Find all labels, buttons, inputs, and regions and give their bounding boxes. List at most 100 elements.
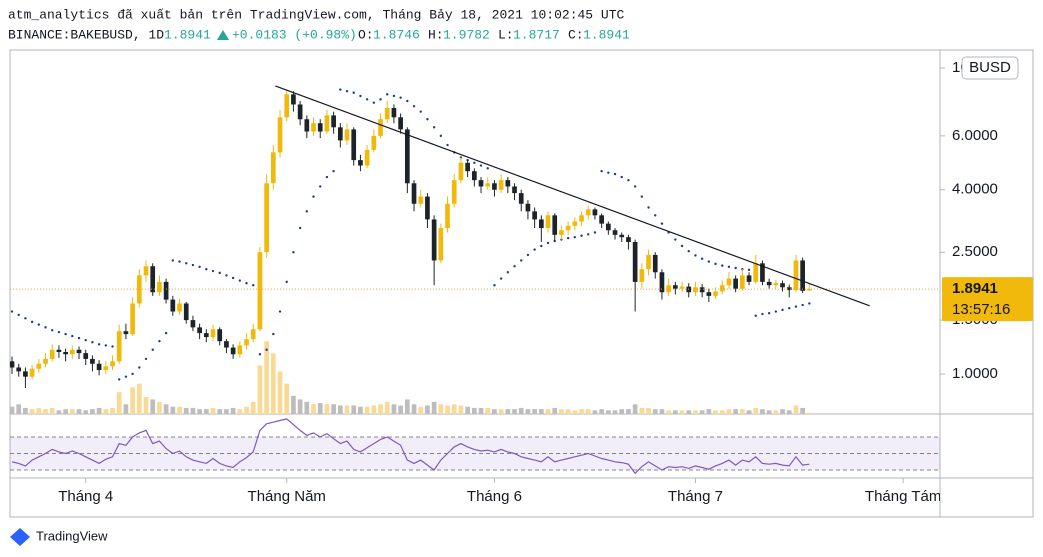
sar-dot — [573, 235, 577, 239]
candle-body — [538, 219, 544, 228]
candle-body — [351, 129, 357, 161]
volume-bar — [498, 409, 504, 414]
sar-dot — [486, 167, 489, 170]
sar-dot — [767, 311, 771, 315]
rsi-band-fill — [10, 437, 940, 470]
sar-dot — [801, 303, 804, 307]
high-label: H: — [428, 27, 444, 42]
high-value: 1.9782 — [443, 27, 490, 42]
volume-bar — [538, 409, 544, 414]
sar-dot — [473, 161, 476, 164]
sar-dot — [714, 262, 717, 266]
volume-bar — [103, 409, 109, 414]
sar-dot — [680, 244, 684, 248]
volume-bar — [726, 409, 732, 414]
volume-bar — [203, 409, 209, 414]
sar-dot — [319, 185, 322, 188]
volume-bar — [666, 410, 671, 414]
currency: BUSD — [969, 59, 1011, 76]
candle-body — [425, 196, 430, 220]
x-tick-label: Tháng Năm — [248, 488, 326, 505]
sar-dot — [499, 277, 503, 280]
candle-body — [726, 278, 732, 286]
candle-body — [451, 180, 457, 204]
sar-dot — [520, 259, 523, 262]
candle-body — [384, 108, 390, 120]
candle-body — [739, 275, 745, 289]
volume-bar — [270, 353, 276, 414]
candle-body — [237, 345, 243, 355]
sar-dot — [654, 214, 657, 217]
open-value: 1.8746 — [373, 27, 420, 42]
volume-bar — [646, 407, 651, 414]
sar-dot — [506, 271, 510, 274]
sar-dot — [191, 263, 195, 267]
candle-body — [572, 221, 578, 226]
candle-body — [505, 180, 511, 187]
volume-bar — [431, 401, 437, 414]
volume-bar — [324, 404, 330, 414]
candle-body — [800, 260, 805, 291]
sar-dot — [540, 244, 543, 248]
candle-body — [485, 183, 491, 187]
sar-dot — [406, 99, 409, 103]
sar-dot — [325, 175, 329, 179]
x-tick-label: Tháng Tám — [865, 488, 941, 505]
candle-body — [411, 183, 417, 204]
sar-dot — [218, 271, 221, 275]
sar-dot — [138, 366, 141, 369]
sar-dot — [339, 88, 342, 91]
candle-body — [465, 162, 470, 172]
volume-bar — [753, 407, 759, 414]
sar-dot — [359, 94, 362, 98]
volume-bar — [143, 397, 149, 414]
volume-bar — [304, 401, 310, 414]
sar-dot — [432, 126, 436, 129]
volume-bar — [565, 409, 571, 414]
candle-body — [203, 333, 209, 338]
candle-body — [344, 129, 350, 141]
sar-dot — [231, 276, 235, 280]
volume-bar — [780, 409, 785, 414]
volume-bar — [83, 410, 89, 414]
sar-dot — [419, 110, 422, 113]
volume-bar — [478, 407, 484, 414]
candle-body — [56, 349, 62, 352]
candle-body — [733, 278, 738, 289]
volume-bar — [485, 407, 491, 414]
sar-dot — [97, 343, 101, 346]
sar-dot — [245, 282, 248, 285]
close-label: C: — [568, 27, 584, 42]
sar-dot — [687, 249, 690, 253]
candle-body — [579, 215, 584, 222]
currency-badge — [961, 56, 1019, 80]
sar-dot — [781, 308, 784, 312]
volume-bar — [398, 405, 403, 414]
sar-dot — [118, 378, 121, 381]
sar-dot — [613, 172, 617, 176]
volume-bar — [639, 407, 645, 414]
volume-bar — [786, 410, 792, 414]
volume-bar — [451, 404, 457, 414]
sar-dot — [352, 91, 355, 94]
candle-body — [532, 211, 537, 220]
candle-body — [270, 152, 276, 184]
candle-body — [512, 186, 517, 194]
volume-bar — [90, 409, 95, 414]
candle-body — [719, 285, 725, 292]
volume-bar — [23, 407, 28, 414]
volume-bar — [404, 399, 410, 414]
sar-dot — [225, 274, 228, 277]
volume-bar — [458, 405, 464, 414]
trendline — [275, 85, 870, 307]
volume-bar — [344, 405, 350, 414]
sar-dot — [761, 312, 764, 316]
volume-bar — [123, 404, 129, 414]
volume-bar — [257, 365, 263, 414]
candle-body — [103, 366, 109, 371]
sar-dot — [298, 226, 302, 230]
sar-dot — [754, 314, 757, 317]
volume-bar — [793, 405, 799, 414]
volume-bar — [56, 410, 62, 414]
candle-body — [626, 237, 631, 242]
